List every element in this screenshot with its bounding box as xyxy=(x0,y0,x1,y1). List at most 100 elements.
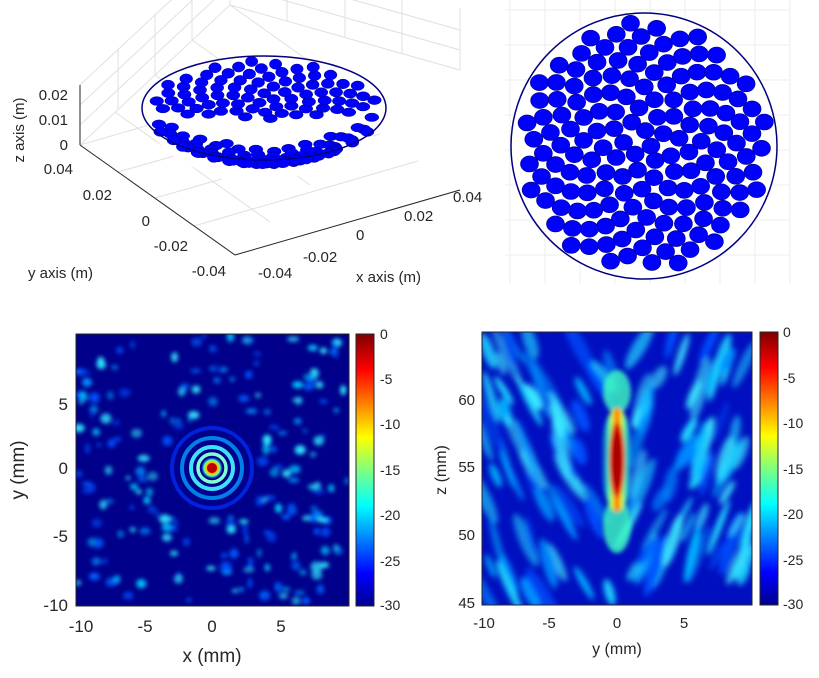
cap-element xyxy=(306,61,320,73)
cap-element xyxy=(200,69,214,81)
cap-element xyxy=(201,99,216,110)
top-view-element xyxy=(551,199,571,216)
top-view-element xyxy=(718,153,738,171)
yz-streak xyxy=(673,333,690,376)
xy-speckle xyxy=(122,591,134,600)
top-view-element xyxy=(654,214,674,232)
top-view-element xyxy=(659,198,679,216)
yz-streak xyxy=(495,351,507,375)
top-view-element xyxy=(593,139,613,156)
yz-x-tick: 5 xyxy=(680,615,688,632)
yz-colorbar-tick: 0 xyxy=(783,324,791,340)
top-view-element xyxy=(727,134,746,152)
xy-speckle xyxy=(256,496,264,506)
top-view-element xyxy=(582,151,602,169)
yz-streak xyxy=(650,365,668,389)
xy-speckle xyxy=(201,334,207,339)
cap-element xyxy=(251,77,265,88)
yz-streak xyxy=(686,379,702,410)
yz-streak xyxy=(674,434,698,471)
cap-element xyxy=(277,87,292,98)
cap-element xyxy=(266,81,281,92)
xy-speckle xyxy=(321,527,331,538)
cap-element xyxy=(305,79,320,90)
top-view-element xyxy=(608,52,628,69)
xy-speckle xyxy=(145,487,154,497)
xy-x-tick: 0 xyxy=(207,617,216,636)
yz-streak xyxy=(736,562,750,586)
xy-speckle xyxy=(76,368,87,376)
cap-element xyxy=(245,56,259,67)
xy-speckle xyxy=(154,509,159,518)
yz-streak xyxy=(636,537,658,566)
yz-streak xyxy=(534,485,555,522)
top-view-element xyxy=(736,148,756,165)
top-view-element xyxy=(551,136,571,154)
top-view-element xyxy=(670,30,690,48)
top-view-element xyxy=(752,139,771,157)
xy-speckle xyxy=(169,416,175,425)
top-view-element xyxy=(552,106,572,124)
cap-element xyxy=(314,87,329,98)
cap-element xyxy=(258,107,273,117)
yz-streak xyxy=(699,332,721,363)
xy-speckle xyxy=(315,381,324,389)
cap-element xyxy=(278,76,293,87)
top-view-element xyxy=(712,183,731,201)
top-view-element xyxy=(595,39,615,56)
yz-sidelobes xyxy=(482,332,752,605)
top-view-element xyxy=(642,254,662,271)
xy-speckle xyxy=(220,561,232,572)
yz-streak xyxy=(691,421,709,479)
top-view-element xyxy=(714,124,734,141)
top-view-element xyxy=(687,63,707,81)
yz-streak xyxy=(482,420,494,461)
yz-x-axis-label: y (mm) xyxy=(592,641,642,658)
xy-speckle xyxy=(173,422,184,430)
top-view-element xyxy=(561,237,581,254)
xy-speckle xyxy=(187,411,200,419)
xy-x-tick: -5 xyxy=(137,617,152,636)
cap-element xyxy=(350,80,365,91)
yz-streak xyxy=(681,512,695,543)
top-view-element xyxy=(713,84,732,101)
yz-streak xyxy=(644,534,667,597)
xy-speckle xyxy=(332,353,339,358)
top-view-element xyxy=(566,61,586,78)
top-view-element xyxy=(695,194,714,211)
top-view-element xyxy=(546,215,565,233)
xy-speckle xyxy=(312,488,325,495)
top-view-element xyxy=(587,122,607,140)
yz-colorbar-tick: -25 xyxy=(783,552,803,568)
z-tick: 0 xyxy=(60,137,68,154)
top-view-element xyxy=(648,109,667,126)
xy-sidelobes xyxy=(76,334,349,605)
cap-element xyxy=(269,58,283,70)
yz-streak xyxy=(625,332,654,370)
cap-elements xyxy=(149,56,382,169)
cap-element xyxy=(179,73,193,84)
xy-speckle xyxy=(190,368,201,373)
xy-speckle xyxy=(262,496,267,504)
xy-speckle xyxy=(139,527,151,535)
y-axis-label: y axis (m) xyxy=(28,265,93,282)
yz-streak xyxy=(521,332,539,360)
cap-element xyxy=(149,96,164,106)
top-view-element xyxy=(679,143,699,161)
yz-streak xyxy=(551,416,571,479)
xy-speckle xyxy=(225,520,237,527)
top-view-element xyxy=(728,90,748,108)
top-view-element xyxy=(587,53,607,71)
top-view-element xyxy=(596,164,616,181)
xy-speckle xyxy=(229,548,239,559)
top-view-element xyxy=(705,233,724,250)
top-view-element xyxy=(699,117,718,135)
xy-speckle xyxy=(291,596,301,605)
top-view-element xyxy=(560,163,580,181)
top-view-element xyxy=(629,99,649,117)
top-view-element xyxy=(742,125,762,142)
xy-speckle xyxy=(143,496,151,505)
xy-speckle xyxy=(239,519,249,524)
yz-streak xyxy=(628,458,656,518)
xy-speckle xyxy=(319,399,328,404)
